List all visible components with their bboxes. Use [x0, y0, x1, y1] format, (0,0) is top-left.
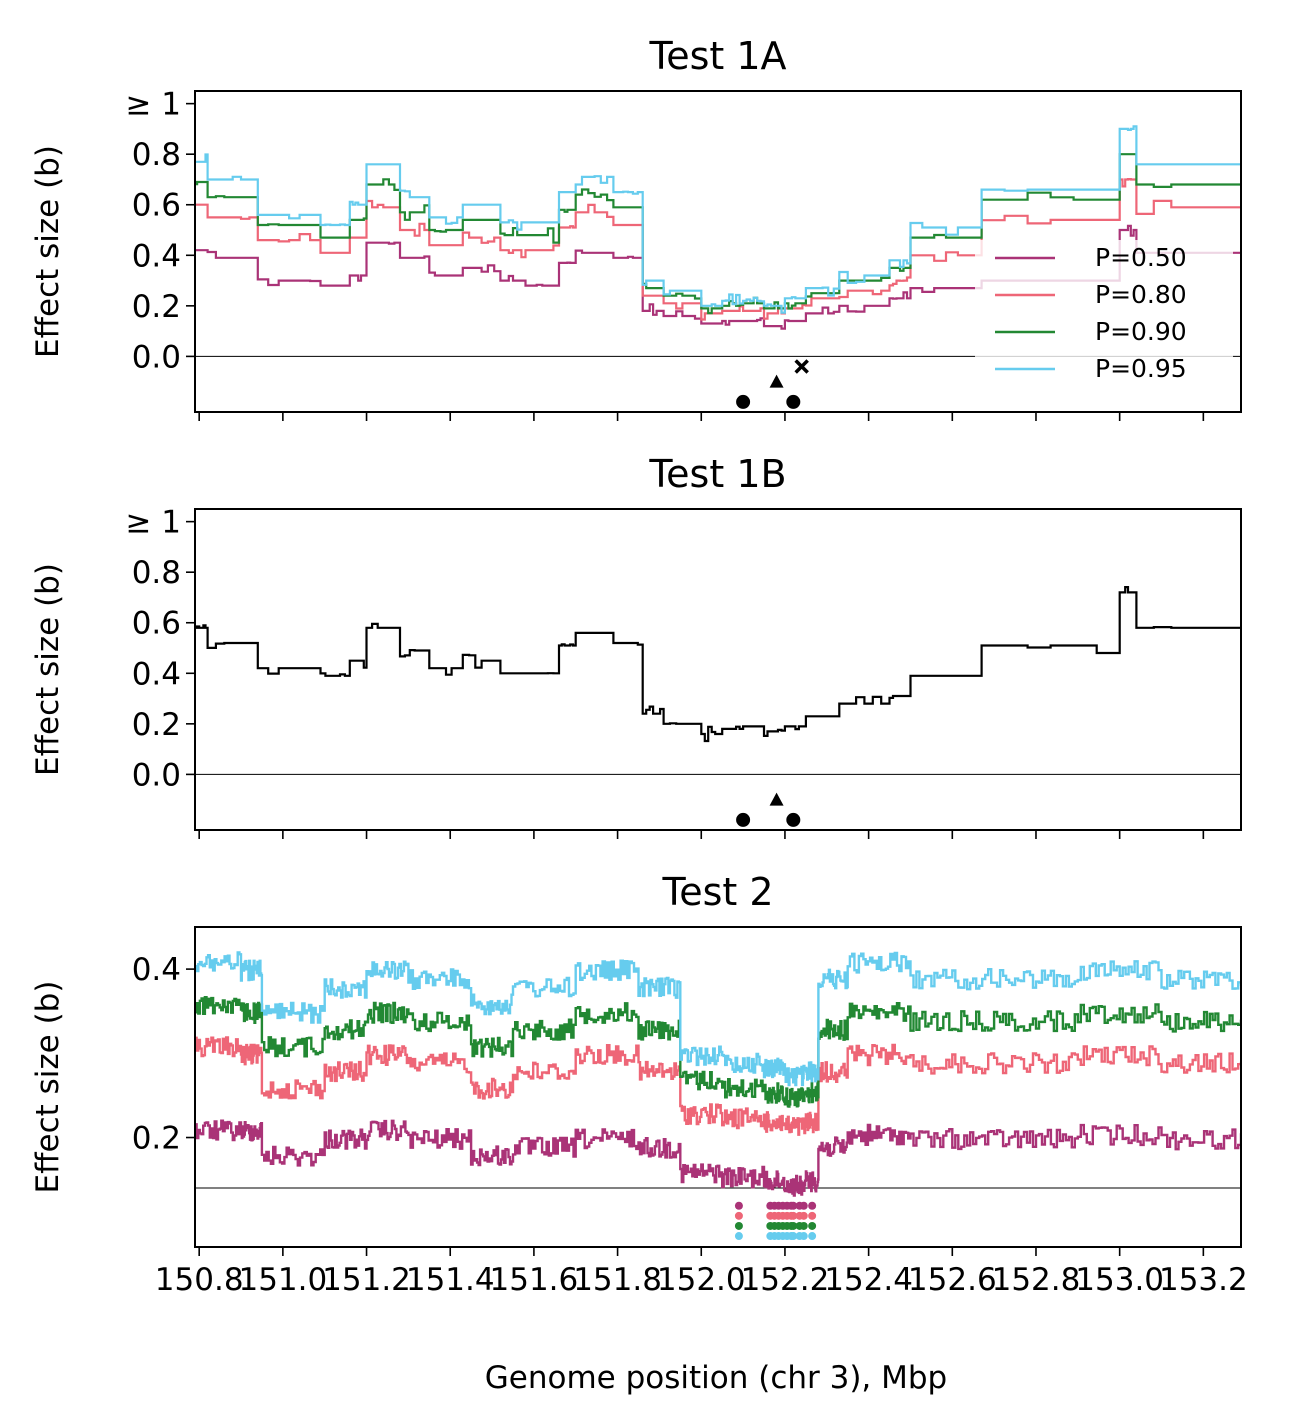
circle-marker — [736, 813, 750, 827]
panel-test-1b: Test 1B Effect size (b) 0.0 0.2 0.4 0.6 0.8 ≥ 1 — [30, 452, 1241, 839]
x-tick-label: 153.0 — [1075, 1262, 1164, 1298]
series-line-p-0-50 — [195, 1121, 1241, 1196]
x-axis-label: Genome position (chr 3), Mbp — [485, 1360, 948, 1396]
dot-marker — [735, 1232, 743, 1240]
y-tick-label: 0.2 — [132, 707, 181, 743]
series-line-test-1b — [195, 587, 1241, 741]
y-axis-label: Effect size (b) — [30, 981, 66, 1194]
x-tick-label: 152.4 — [824, 1262, 913, 1298]
cross-marker — [796, 361, 808, 373]
triangle-marker — [770, 793, 784, 806]
y-tick-label: 0.4 — [132, 238, 181, 274]
y-tick-label: 0.4 — [132, 952, 181, 988]
x-tick-label: 153.2 — [1159, 1262, 1248, 1298]
chart-title: Test 2 — [661, 870, 773, 914]
legend-label: P=0.90 — [1095, 317, 1187, 346]
axes-frame — [195, 509, 1241, 830]
dot-marker — [735, 1212, 743, 1220]
y-tick-label: 0.8 — [132, 555, 181, 591]
legend-label: P=0.50 — [1095, 243, 1187, 272]
y-tick-label: 0.2 — [132, 289, 181, 325]
dot-marker — [800, 1232, 808, 1240]
y-tick-label: 0.6 — [132, 188, 181, 224]
y-tick-label: 0.2 — [132, 1121, 181, 1157]
x-tick-label: 151.4 — [406, 1262, 495, 1298]
x-tick-label: 152.2 — [741, 1262, 830, 1298]
chart-title: Test 1A — [648, 34, 786, 78]
y-axis-label: Effect size (b) — [30, 563, 66, 776]
x-tick-label: 151.6 — [490, 1262, 579, 1298]
dot-marker — [800, 1222, 808, 1230]
y-tick-label: 0.8 — [132, 137, 181, 173]
y-tick-label: ≥ 1 — [125, 87, 181, 123]
dot-marker — [808, 1232, 816, 1240]
y-axis-label: Effect size (b) — [30, 145, 66, 358]
y-tick-label: 0.4 — [132, 656, 181, 692]
dot-marker — [808, 1202, 816, 1210]
y-tick-label: 0.0 — [132, 757, 181, 793]
dot-marker — [808, 1212, 816, 1220]
x-tick-label: 151.8 — [573, 1262, 662, 1298]
y-tick-label: 0.6 — [132, 606, 181, 642]
dot-marker — [800, 1202, 808, 1210]
chart-title: Test 1B — [648, 452, 786, 496]
x-tick-label: 151.2 — [322, 1262, 411, 1298]
x-tick-label: 152.0 — [657, 1262, 746, 1298]
dot-marker — [800, 1212, 808, 1220]
panel-test-1a: Test 1A Effect size (b) 0.0 0.2 0.4 0.6 0.8 ≥ 1… — [30, 34, 1241, 421]
circle-marker — [786, 813, 800, 827]
y-tick-label: ≥ 1 — [125, 505, 181, 541]
triangle-marker — [770, 375, 784, 388]
circle-marker — [786, 395, 800, 409]
dot-marker — [808, 1222, 816, 1230]
x-tick-label: 151.0 — [238, 1262, 327, 1298]
x-tick-label: 150.8 — [155, 1262, 244, 1298]
dot-marker — [735, 1222, 743, 1230]
x-tick-label: 152.8 — [992, 1262, 1081, 1298]
legend-label: P=0.95 — [1095, 354, 1187, 383]
x-tick-label: 152.6 — [908, 1262, 997, 1298]
y-tick-label: 0.0 — [132, 339, 181, 375]
circle-marker — [736, 395, 750, 409]
legend-label: P=0.80 — [1095, 280, 1187, 309]
dot-marker — [735, 1202, 743, 1210]
